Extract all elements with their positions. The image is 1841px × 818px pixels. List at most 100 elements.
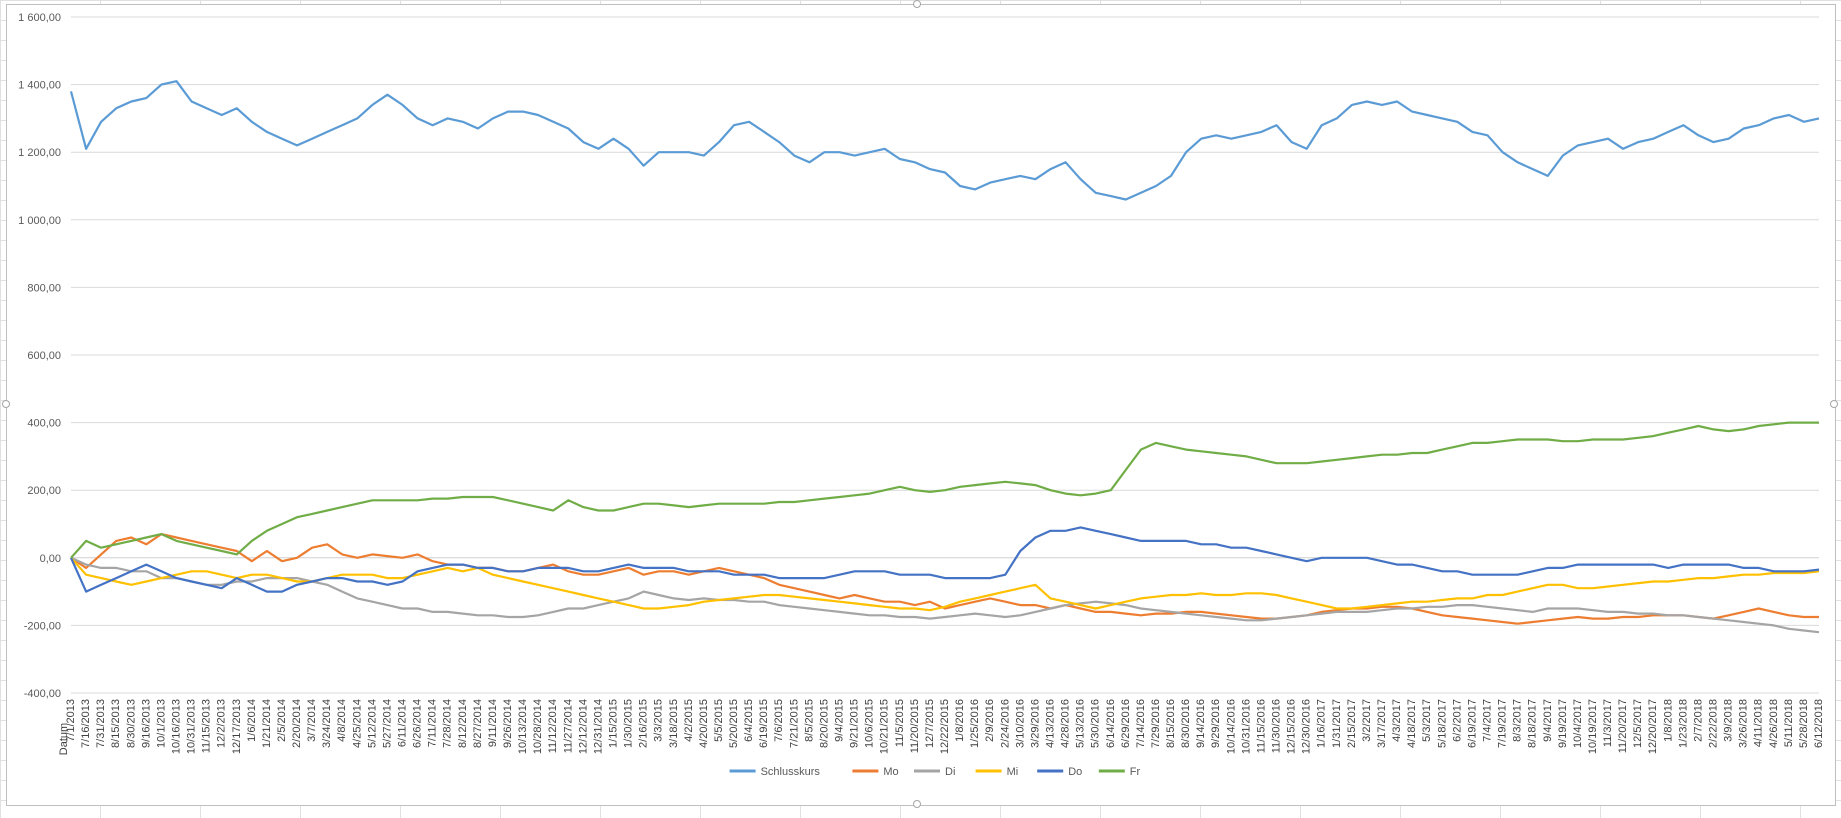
x-tick-label: 1/23/2018 <box>1677 699 1689 748</box>
y-tick-label: 1 000,00 <box>18 215 61 227</box>
x-tick-label: 6/29/2016 <box>1120 699 1132 748</box>
y-tick-label: -200,00 <box>24 620 61 632</box>
chart-area[interactable]: -400,00 -200,00 0,00 200,00 400,00 600,00 800,… <box>6 4 1836 806</box>
x-tick-label: 6/2/2017 <box>1451 699 1463 742</box>
x-tick-label: 3/3/2015 <box>653 699 665 742</box>
x-tick-label: 11/30/2016 <box>1271 699 1283 753</box>
x-tick-label: 7/28/2014 <box>442 699 454 748</box>
legend-entry[interactable]: Schlusskurs <box>729 766 821 778</box>
x-tick-label: 5/12/2014 <box>366 699 378 748</box>
x-tick-label: 7/11/2014 <box>427 699 439 747</box>
x-tick-label: 10/28/2014 <box>532 699 544 754</box>
x-tick-label: 4/2/2015 <box>683 699 695 742</box>
x-tick-label: 10/21/2015 <box>879 699 891 754</box>
x-tick-label: 1/6/2014 <box>246 699 258 742</box>
x-tick-label: 7/4/2017 <box>1481 699 1493 742</box>
x-tick-label: 12/31/2014 <box>592 699 604 754</box>
legend-entry[interactable]: Do <box>1037 766 1082 778</box>
x-tick-label: 6/12/2018 <box>1813 699 1825 748</box>
x-tick-label: 2/5/2014 <box>276 699 288 742</box>
y-tick-label: 1 200,00 <box>18 147 61 159</box>
x-tick-label: 3/24/2014 <box>321 699 333 748</box>
legend-label: Mo <box>883 766 898 778</box>
x-tick-label: 12/30/2016 <box>1301 699 1313 754</box>
x-tick-label: 11/12/2014 <box>547 699 559 753</box>
x-tick-label: 4/26/2018 <box>1768 699 1780 748</box>
series-line-do[interactable] <box>69 526 1820 593</box>
x-tick-label: 1/31/2017 <box>1331 699 1343 748</box>
x-tick-label: 7/29/2016 <box>1150 699 1162 748</box>
x-tick-label: 3/7/2014 <box>306 699 318 742</box>
x-tick-label: 11/20/2015 <box>909 699 921 753</box>
x-tick-label: 7/1/2013 <box>65 699 77 742</box>
x-tick-label: 8/30/2016 <box>1180 699 1192 748</box>
x-tick-label: 10/14/2016 <box>1225 699 1237 754</box>
x-tick-label: 3/26/2018 <box>1738 699 1750 748</box>
x-tick-label: 10/31/2016 <box>1240 699 1252 754</box>
x-tick-label: 6/19/2015 <box>758 699 770 748</box>
x-tick-label: 9/4/2017 <box>1542 699 1554 742</box>
chart-resize-handle-right[interactable] <box>1830 400 1838 408</box>
x-tick-label: 12/12/2014 <box>577 699 589 754</box>
x-tick-label: 5/18/2017 <box>1436 699 1448 748</box>
x-tick-label: 12/20/2017 <box>1647 699 1659 754</box>
x-tick-label: 8/18/2017 <box>1527 699 1539 748</box>
x-tick-label: 5/5/2015 <box>713 699 725 742</box>
x-tick-label: 7/21/2015 <box>788 699 800 748</box>
x-tick-label: 9/16/2013 <box>140 699 152 748</box>
series-line-di[interactable] <box>70 556 1820 634</box>
x-tick-label: 4/20/2015 <box>698 699 710 748</box>
legend-entry[interactable]: Mo <box>852 766 899 778</box>
chart-resize-handle-bottom[interactable] <box>913 800 921 808</box>
x-tick-label: 7/19/2017 <box>1497 699 1509 748</box>
x-axis-title: Datum <box>58 723 70 755</box>
legend-entry[interactable]: Fr <box>1098 766 1141 778</box>
y-tick-label: -400,00 <box>24 688 61 700</box>
series-line-mi[interactable] <box>70 557 1820 612</box>
x-tick-label: 10/6/2015 <box>864 699 876 748</box>
x-tick-label: 4/28/2016 <box>1060 699 1072 748</box>
x-tick-label: 3/10/2016 <box>1014 699 1026 748</box>
x-tick-label: 3/9/2018 <box>1723 699 1735 742</box>
x-tick-label: 10/16/2013 <box>170 699 182 754</box>
series-line-schlusskurs[interactable] <box>69 80 1820 201</box>
x-tick-label: 3/29/2016 <box>1029 699 1041 748</box>
x-tick-label: 9/19/2017 <box>1557 699 1569 748</box>
y-tick-label: 200,00 <box>27 485 61 497</box>
series-line-mo[interactable] <box>70 532 1819 625</box>
x-tick-label: 5/30/2016 <box>1090 699 1102 748</box>
x-tick-label: 5/3/2017 <box>1421 699 1433 742</box>
x-tick-label: 10/13/2014 <box>517 699 529 754</box>
line-chart: -400,00 -200,00 0,00 200,00 400,00 600,00 800,… <box>18 12 1825 778</box>
x-tick-label: 5/13/2016 <box>1075 699 1087 748</box>
x-tick-label: 6/11/2014 <box>397 699 409 747</box>
x-tick-label: 4/11/2018 <box>1753 699 1765 747</box>
chart-resize-handle-left[interactable] <box>2 400 10 408</box>
x-tick-label: 12/15/2016 <box>1286 699 1298 754</box>
x-tick-label: 12/7/2015 <box>924 699 936 748</box>
x-tick-label: 9/4/2015 <box>834 699 846 742</box>
legend-label: Fr <box>1130 766 1141 778</box>
x-tick-label: 6/14/2016 <box>1105 699 1117 748</box>
legend-label: Schlusskurs <box>761 766 821 778</box>
x-tick-label: 5/27/2014 <box>381 699 393 748</box>
x-tick-label: 9/14/2016 <box>1195 699 1207 748</box>
x-tick-label: 11/5/2015 <box>894 699 906 747</box>
x-tick-label: 1/16/2017 <box>1316 699 1328 748</box>
legend-entry[interactable]: Mi <box>975 766 1019 778</box>
legend-label: Mi <box>1007 766 1019 778</box>
legend-entry[interactable]: Di <box>914 766 955 778</box>
x-tick-label: 8/12/2014 <box>457 699 469 748</box>
x-tick-label: 2/22/2018 <box>1708 699 1720 748</box>
legend-label: Do <box>1068 766 1082 778</box>
x-tick-label: 4/3/2017 <box>1391 699 1403 742</box>
y-tick-label: 0,00 <box>40 553 61 565</box>
y-tick-label: 1 400,00 <box>18 80 61 92</box>
x-tick-label: 9/11/2014 <box>487 699 499 747</box>
x-tick-label: 1/15/2015 <box>607 699 619 748</box>
x-tick-label: 6/19/2017 <box>1466 699 1478 748</box>
x-tick-label: 12/22/2015 <box>939 699 951 754</box>
chart-resize-handle-top[interactable] <box>913 0 921 8</box>
x-tick-label: 8/27/2014 <box>472 699 484 748</box>
series-line-fr[interactable] <box>70 421 1819 559</box>
